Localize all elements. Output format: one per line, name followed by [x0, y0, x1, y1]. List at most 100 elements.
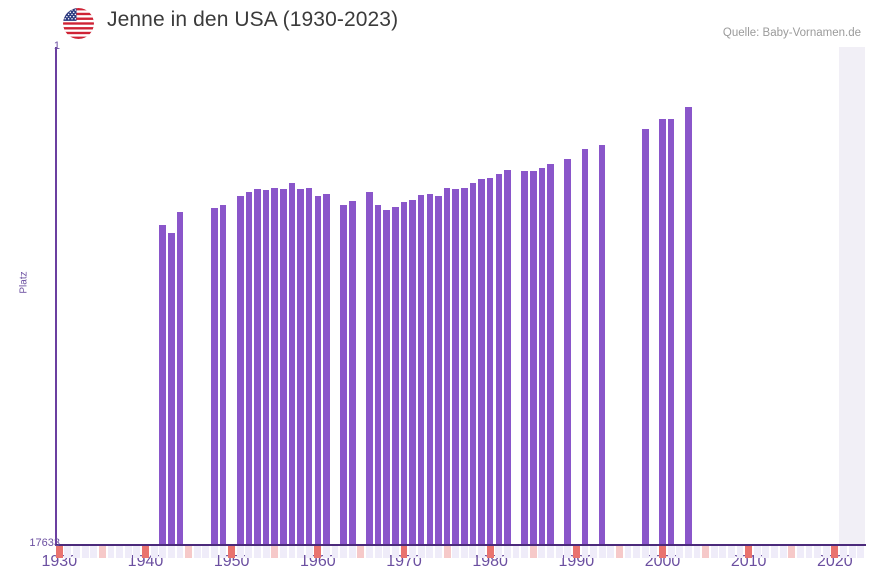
- bar[interactable]: [280, 189, 287, 545]
- bar[interactable]: [323, 193, 330, 545]
- bar[interactable]: [667, 118, 675, 545]
- x-axis-tick-mark: [650, 546, 658, 558]
- bar[interactable]: [366, 192, 373, 545]
- x-axis-tick-mark: [478, 546, 485, 558]
- bar[interactable]: [469, 183, 477, 545]
- bar[interactable]: [417, 195, 425, 545]
- bar[interactable]: [383, 210, 391, 545]
- bar[interactable]: [538, 168, 546, 545]
- x-axis-tick-mark: [55, 546, 63, 558]
- bar[interactable]: [305, 187, 313, 545]
- x-axis-tick-mark: [228, 546, 236, 558]
- bar[interactable]: [547, 163, 554, 545]
- x-axis-tick-mark: [840, 546, 847, 558]
- x-axis-tick-mark: [624, 546, 632, 558]
- bar[interactable]: [598, 145, 606, 545]
- bar[interactable]: [685, 107, 692, 545]
- x-axis-tick-mark: [564, 546, 572, 558]
- x-axis-tick-mark: [288, 546, 296, 558]
- x-axis-tick-mark: [383, 546, 391, 558]
- x-axis-tick-mark: [73, 546, 80, 558]
- bar[interactable]: [529, 170, 537, 545]
- bar[interactable]: [340, 204, 347, 545]
- x-axis-tick-mark: [357, 546, 365, 558]
- x-axis-tick-mark: [512, 546, 520, 558]
- bar[interactable]: [288, 182, 296, 545]
- bar[interactable]: [486, 178, 494, 545]
- bar[interactable]: [641, 129, 649, 545]
- x-axis-tick-mark: [219, 546, 227, 558]
- x-axis-tick-mark: [366, 546, 373, 558]
- x-axis-tick-mark: [236, 546, 244, 558]
- bar[interactable]: [374, 205, 382, 545]
- x-axis-line: [55, 544, 866, 546]
- y-axis-tick-bottom: 17633: [29, 537, 60, 549]
- x-axis-tick-mark: [702, 546, 710, 558]
- bar[interactable]: [435, 196, 442, 545]
- bar[interactable]: [659, 119, 666, 545]
- x-axis-tick-mark: [848, 546, 856, 558]
- x-axis-tick-mark: [297, 546, 305, 558]
- bar[interactable]: [245, 192, 253, 545]
- bar[interactable]: [392, 206, 399, 545]
- bar[interactable]: [271, 188, 278, 545]
- x-axis-tick-mark: [667, 546, 675, 558]
- us-flag-icon: [63, 8, 94, 39]
- x-axis-tick-mark: [202, 546, 210, 558]
- x-axis-tick-mark: [521, 546, 529, 558]
- bar[interactable]: [314, 196, 322, 545]
- bar[interactable]: [409, 199, 416, 545]
- bar[interactable]: [297, 188, 304, 545]
- bar[interactable]: [452, 188, 459, 545]
- x-axis-tick-mark: [693, 546, 701, 558]
- x-axis-tick-mark: [814, 546, 822, 558]
- page-title: Jenne in den USA (1930-2023): [107, 8, 399, 31]
- x-axis-tick-mark: [435, 546, 442, 558]
- x-axis-tick-mark: [684, 546, 692, 558]
- x-axis-tick-mark: [133, 546, 141, 558]
- bar[interactable]: [495, 174, 503, 545]
- x-axis-tick-mark: [590, 546, 597, 558]
- x-axis-tick-mark: [745, 546, 753, 558]
- chart-plot-area: [55, 47, 865, 545]
- x-axis-tick-mark: [641, 546, 649, 558]
- x-axis-tick-mark: [581, 546, 589, 558]
- bar[interactable]: [262, 189, 270, 545]
- bar[interactable]: [443, 187, 451, 545]
- bar[interactable]: [581, 149, 589, 545]
- bar[interactable]: [168, 233, 175, 545]
- chart-grid: [55, 47, 865, 545]
- x-axis-tick-mark: [314, 546, 322, 558]
- x-axis-tick-mark: [547, 546, 554, 558]
- bar[interactable]: [176, 212, 184, 545]
- bar[interactable]: [564, 159, 571, 545]
- bar[interactable]: [254, 188, 261, 545]
- chart-header: Jenne in den USA (1930-2023) Quelle: Bab…: [0, 0, 873, 47]
- x-axis-tick-mark: [245, 546, 253, 558]
- bar[interactable]: [236, 195, 244, 545]
- x-axis-tick-mark: [771, 546, 778, 558]
- bar[interactable]: [521, 170, 528, 545]
- x-axis-tick-mark: [150, 546, 158, 558]
- bar[interactable]: [504, 169, 511, 545]
- source-label: Quelle: Baby-Vornamen.de: [722, 27, 861, 39]
- x-axis-tick-mark: [348, 546, 356, 558]
- bar[interactable]: [400, 201, 408, 545]
- x-axis-tick-mark: [719, 546, 727, 558]
- bar[interactable]: [219, 205, 227, 545]
- x-axis-tick-mark: [271, 546, 279, 558]
- x-axis-tick-mark: [400, 546, 408, 558]
- bar[interactable]: [426, 193, 434, 545]
- bar[interactable]: [461, 188, 468, 545]
- bar[interactable]: [159, 224, 166, 545]
- x-axis-tick-mark: [831, 546, 839, 558]
- x-axis-tick-ribbon: [55, 546, 866, 558]
- bar[interactable]: [211, 207, 218, 545]
- bar[interactable]: [478, 179, 485, 545]
- x-axis-tick-mark: [142, 546, 149, 558]
- bar[interactable]: [349, 201, 356, 545]
- x-axis-tick-mark: [193, 546, 201, 558]
- x-axis-tick-mark: [736, 546, 744, 558]
- x-axis-tick-mark: [762, 546, 770, 558]
- x-axis-tick-mark: [279, 546, 287, 558]
